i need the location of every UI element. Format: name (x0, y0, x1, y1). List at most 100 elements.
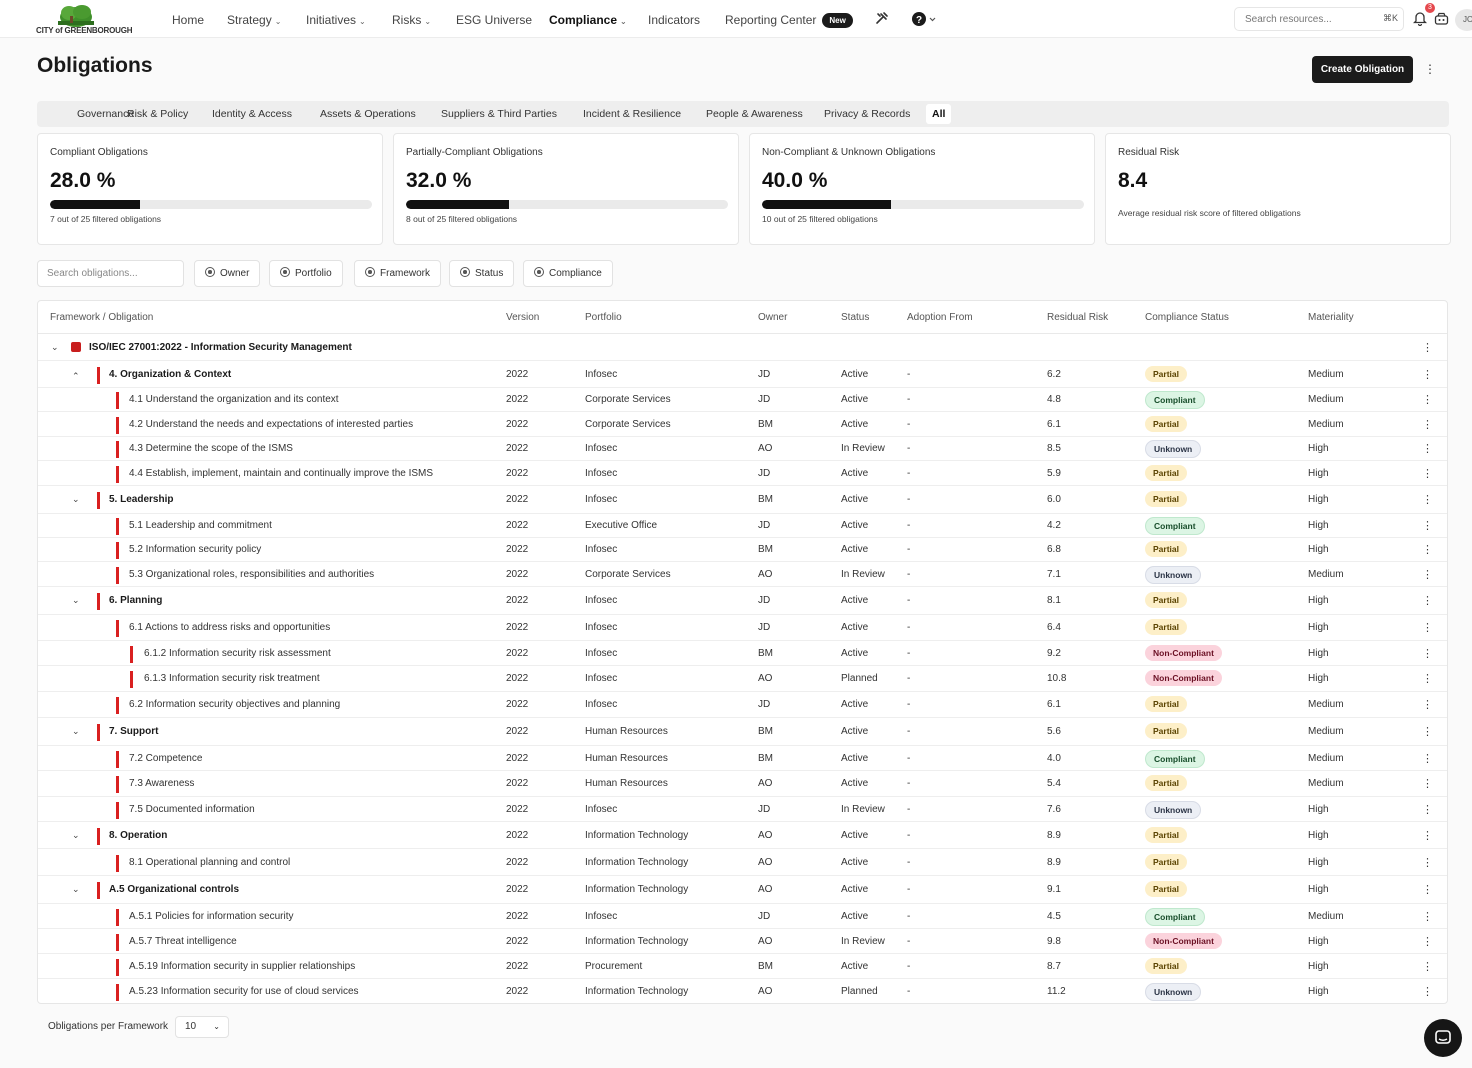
obligation-row[interactable]: 7.5 Documented information 2022 Infosec JD I… (38, 797, 1447, 822)
create-obligation-button[interactable]: Create Obligation (1312, 56, 1413, 83)
filter-owner[interactable]: Owner (194, 260, 261, 287)
chevron-down-icon[interactable]: ⌄ (72, 830, 80, 840)
residual-risk-cell: 4.5 (1047, 911, 1061, 922)
city-logo[interactable]: CITY of GREENBOROUGH (36, 3, 133, 36)
chevron-down-icon[interactable]: ⌄ (72, 494, 80, 504)
row-more-icon[interactable]: ⋮ (1422, 986, 1433, 998)
filter-compliance[interactable]: Compliance (523, 260, 613, 287)
row-more-icon[interactable]: ⋮ (1422, 569, 1433, 581)
row-more-icon[interactable]: ⋮ (1422, 595, 1433, 607)
framework-row[interactable]: ⌄ ISO/IEC 27001:2022 - Information Secur… (38, 334, 1447, 361)
chevron-up-icon[interactable]: ⌃ (72, 371, 80, 381)
row-more-icon[interactable]: ⋮ (1422, 648, 1433, 660)
obligation-row[interactable]: A.5.1 Policies for information security 2… (38, 904, 1447, 929)
obligation-row[interactable]: 8.1 Operational planning and control 2022… (38, 849, 1447, 876)
row-more-icon[interactable]: ⋮ (1422, 884, 1433, 896)
row-more-icon[interactable]: ⋮ (1422, 961, 1433, 973)
tab-privacy-records[interactable]: Privacy & Records (824, 108, 911, 120)
nav-risks[interactable]: Risks ⌄ (392, 13, 431, 27)
chevron-down-icon[interactable]: ⌄ (72, 726, 80, 736)
row-more-icon[interactable]: ⋮ (1422, 857, 1433, 869)
row-more-icon[interactable]: ⋮ (1422, 911, 1433, 923)
tab-identity-access[interactable]: Identity & Access (212, 108, 292, 120)
row-more-icon[interactable]: ⋮ (1422, 443, 1433, 455)
row-more-icon[interactable]: ⋮ (1422, 753, 1433, 765)
portfolio-cell: Corporate Services (585, 394, 671, 405)
row-more-icon[interactable]: ⋮ (1422, 778, 1433, 790)
obligation-row[interactable]: 4.1 Understand the organization and its … (38, 388, 1447, 412)
resource-search-input[interactable] (1235, 8, 1375, 30)
row-more-icon[interactable]: ⋮ (1422, 369, 1433, 381)
obligation-search-input[interactable] (38, 261, 178, 286)
bell-icon[interactable] (1413, 10, 1427, 26)
nav-strategy[interactable]: Strategy ⌄ (227, 13, 281, 27)
obligation-row[interactable]: 6.1 Actions to address risks and opportu… (38, 615, 1447, 641)
row-more-icon[interactable]: ⋮ (1422, 520, 1433, 532)
nav-initiatives[interactable]: Initiatives ⌄ (306, 13, 366, 27)
nav-reporting-center[interactable]: Reporting Center New (725, 13, 853, 28)
obligation-row[interactable]: 5.2 Information security policy 2022 Infos… (38, 538, 1447, 562)
obligation-name: 5.1 Leadership and commitment (129, 520, 272, 531)
filter-portfolio[interactable]: Portfolio (269, 260, 343, 287)
section-row[interactable]: ⌄ 5. Leadership 2022 Infosec BM Active - 6.0 Hig… (38, 486, 1447, 514)
row-more-icon[interactable]: ⋮ (1422, 494, 1433, 506)
section-row[interactable]: ⌄ 8. Operation 2022 Information Technology A… (38, 822, 1447, 849)
obligation-row[interactable]: A.5.23 Information security for use of c… (38, 979, 1447, 1003)
row-more-icon[interactable]: ⋮ (1422, 342, 1433, 354)
tab-all[interactable]: All (926, 104, 952, 124)
row-more-icon[interactable]: ⋮ (1422, 673, 1433, 685)
row-more-icon[interactable]: ⋮ (1422, 699, 1433, 711)
materiality-cell: High (1308, 884, 1329, 895)
tools-icon[interactable] (875, 11, 889, 25)
filter-framework[interactable]: Framework (354, 260, 442, 287)
resource-search[interactable]: ⌘K (1234, 7, 1404, 31)
tab-suppliers-third-parties[interactable]: Suppliers & Third Parties (441, 108, 557, 120)
row-more-icon[interactable]: ⋮ (1422, 468, 1433, 480)
inbox-icon[interactable] (1434, 12, 1449, 26)
row-more-icon[interactable]: ⋮ (1422, 726, 1433, 738)
obligation-row[interactable]: 4.4 Establish, implement, maintain and c… (38, 461, 1447, 486)
tab-people-awareness[interactable]: People & Awareness (706, 108, 803, 120)
obligation-row[interactable]: A.5.7 Threat intelligence 2022 Information… (38, 929, 1447, 954)
section-row[interactable]: ⌄ 6. Planning 2022 Infosec JD Active - 8.1 High P… (38, 587, 1447, 615)
row-more-icon[interactable]: ⋮ (1422, 394, 1433, 406)
help-menu[interactable]: ? (912, 11, 938, 30)
row-more-icon[interactable]: ⋮ (1422, 830, 1433, 842)
row-more-icon[interactable]: ⋮ (1422, 544, 1433, 556)
tab-governance[interactable]: Governance (77, 108, 135, 120)
tab-risk-policy[interactable]: Risk & Policy (127, 108, 189, 120)
obligation-row[interactable]: 6.2 Information security objectives and … (38, 692, 1447, 718)
per-framework-select[interactable]: 10 ⌄ (175, 1016, 229, 1038)
obligation-row[interactable]: 7.2 Competence 2022 Human Resources BM Activ… (38, 746, 1447, 771)
row-more-icon[interactable]: ⋮ (1422, 622, 1433, 634)
chat-launcher[interactable] (1424, 1019, 1462, 1057)
obligation-row[interactable]: 4.3 Determine the scope of the ISMS 2022 I… (38, 437, 1447, 461)
obligation-search[interactable] (37, 260, 184, 287)
section-row[interactable]: ⌄ 7. Support 2022 Human Resources BM Active - 5… (38, 718, 1447, 746)
obligation-row[interactable]: 5.3 Organizational roles, responsibiliti… (38, 562, 1447, 587)
row-more-icon[interactable]: ⋮ (1422, 804, 1433, 816)
user-avatar[interactable]: JO (1455, 9, 1472, 31)
row-more-icon[interactable]: ⋮ (1422, 419, 1433, 431)
owner-cell: JD (758, 622, 771, 633)
obligation-row[interactable]: 6.1.3 Information security risk treatmen… (38, 666, 1447, 692)
nav-home[interactable]: Home (172, 13, 204, 27)
tab-incident-resilience[interactable]: Incident & Resilience (583, 108, 682, 120)
filter-status[interactable]: Status (449, 260, 515, 287)
section-row[interactable]: ⌄ A.5 Organizational controls 2022 Informat… (38, 876, 1447, 904)
obligation-row[interactable]: A.5.19 Information security in supplier … (38, 954, 1447, 979)
nav-esg-universe[interactable]: ESG Universe (456, 13, 532, 27)
chevron-down-icon[interactable]: ⌄ (72, 884, 80, 894)
nav-compliance[interactable]: Compliance ⌄ (549, 13, 627, 27)
obligation-row[interactable]: 5.1 Leadership and commitment 2022 Executi… (38, 514, 1447, 538)
obligation-row[interactable]: 6.1.2 Information security risk assessme… (38, 641, 1447, 666)
obligation-row[interactable]: 4.2 Understand the needs and expectation… (38, 412, 1447, 437)
page-more-icon[interactable]: ⋮ (1424, 62, 1436, 76)
row-more-icon[interactable]: ⋮ (1422, 936, 1433, 948)
section-row[interactable]: ⌃ 4. Organization & Context 2022 Infosec JD A… (38, 361, 1447, 388)
chevron-down-icon[interactable]: ⌄ (72, 595, 80, 605)
chevron-down-icon[interactable]: ⌄ (51, 342, 59, 352)
obligation-row[interactable]: 7.3 Awareness 2022 Human Resources AO Active… (38, 771, 1447, 797)
tab-assets-operations[interactable]: Assets & Operations (320, 108, 416, 120)
nav-indicators[interactable]: Indicators (648, 13, 700, 27)
